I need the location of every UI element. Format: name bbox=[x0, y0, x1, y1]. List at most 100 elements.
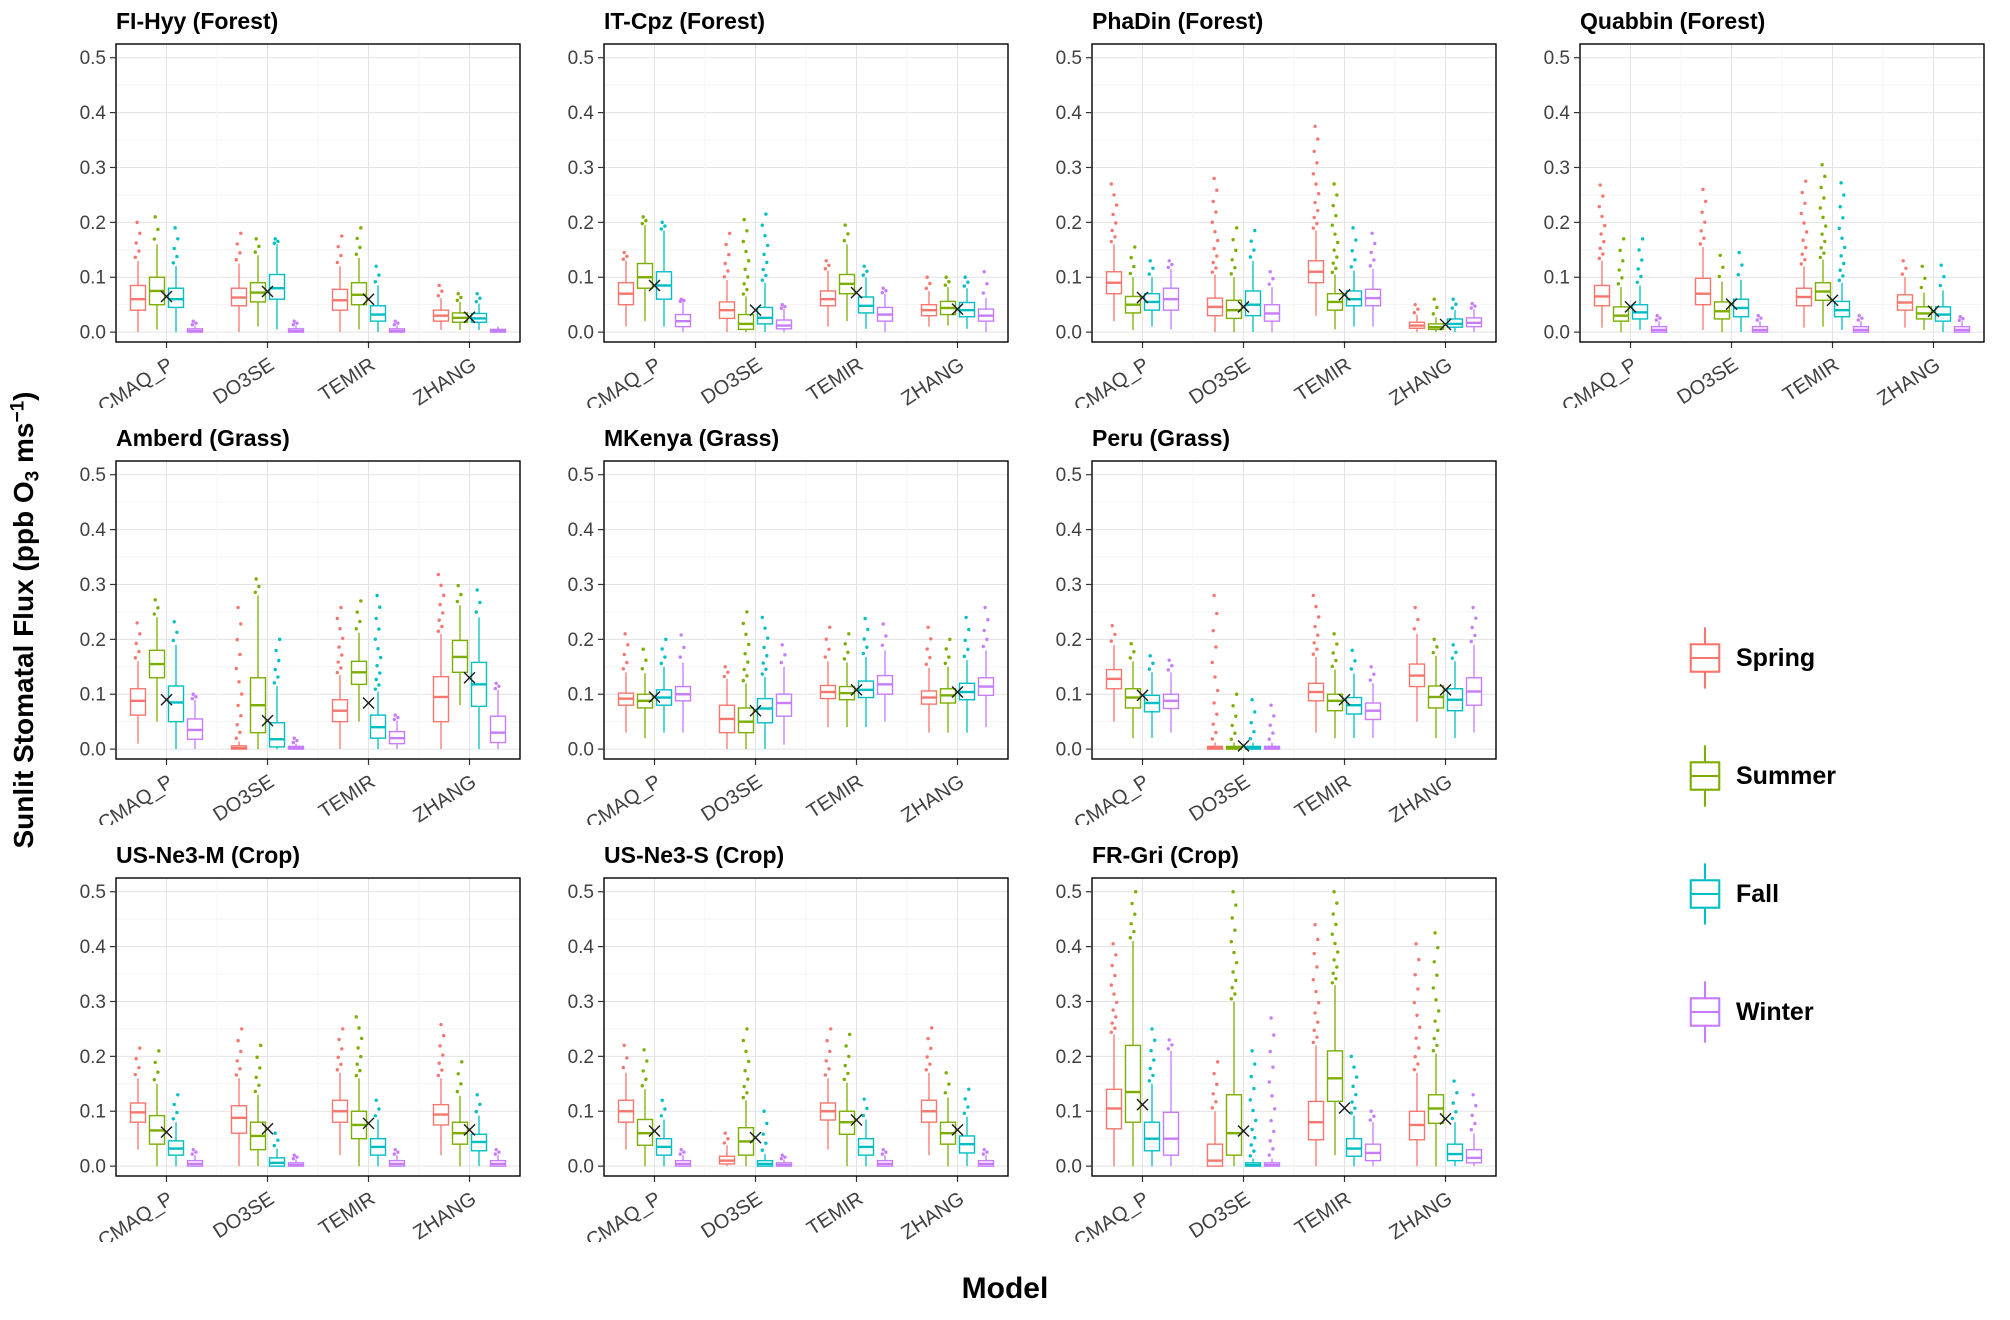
outlier-dot bbox=[1332, 248, 1336, 252]
outlier-dot bbox=[1211, 1092, 1215, 1096]
outlier-dot bbox=[1229, 737, 1233, 741]
outlier-dot bbox=[1431, 1049, 1435, 1053]
outlier-dot bbox=[441, 1053, 445, 1057]
outlier-dot bbox=[240, 1027, 244, 1031]
outlier-dot bbox=[1418, 1025, 1422, 1029]
outlier-dot bbox=[1271, 731, 1275, 735]
outlier-dot bbox=[1473, 633, 1477, 638]
outlier-dot bbox=[1819, 185, 1823, 190]
outlier-dot bbox=[1703, 220, 1707, 224]
outlier-dot bbox=[1235, 692, 1239, 696]
outlier-dot bbox=[138, 1046, 142, 1050]
mean-cross-marker bbox=[1136, 689, 1149, 702]
outlier-dot bbox=[1414, 1036, 1418, 1040]
outlier-dot bbox=[1372, 258, 1376, 262]
x-tick-label: ZHANG bbox=[898, 1188, 969, 1242]
outlier-dot bbox=[622, 1043, 626, 1048]
y-tick-label: 0.2 bbox=[1056, 1047, 1082, 1068]
x-tick-label: CMAQ_P bbox=[582, 771, 665, 825]
outlier-dot bbox=[1800, 252, 1804, 256]
outlier-dot bbox=[1451, 297, 1455, 301]
outlier-dot bbox=[1214, 1100, 1218, 1104]
outlier-dot bbox=[944, 647, 948, 651]
y-tick-label: 0.5 bbox=[568, 882, 594, 903]
outlier-dot bbox=[1315, 221, 1319, 226]
outlier-dot bbox=[1470, 301, 1474, 306]
outlier-dot bbox=[1114, 953, 1118, 957]
outlier-dot bbox=[823, 1073, 827, 1077]
outlier-dot bbox=[1372, 672, 1376, 677]
outlier-dot bbox=[276, 675, 280, 679]
outlier-dot bbox=[1372, 1114, 1376, 1118]
boxplot-key-icon bbox=[1689, 627, 1721, 689]
y-tick-label: 0.1 bbox=[80, 268, 106, 289]
outlier-dot bbox=[475, 292, 479, 296]
outlier-dot bbox=[1110, 1021, 1114, 1025]
outlier-dot bbox=[1110, 228, 1114, 233]
outlier-dot bbox=[783, 304, 787, 309]
mean-cross-marker bbox=[648, 279, 661, 292]
outlier-dot bbox=[1824, 224, 1828, 228]
outlier-dot bbox=[1230, 916, 1234, 920]
mean-cross-marker bbox=[463, 671, 476, 684]
panel-title: Amberd (Grass) bbox=[116, 425, 290, 451]
outlier-dot bbox=[963, 1097, 967, 1101]
outlier-dot bbox=[1317, 192, 1321, 196]
legend-item-winter: Winter bbox=[1686, 977, 2004, 1047]
outlier-dot bbox=[747, 259, 751, 263]
outlier-dot bbox=[827, 1067, 831, 1071]
outlier-dot bbox=[861, 1113, 865, 1118]
outlier-dot bbox=[948, 637, 952, 642]
x-tick-label: DO3SE bbox=[697, 1188, 766, 1242]
outlier-dot bbox=[1151, 266, 1155, 270]
outlier-dot bbox=[1213, 230, 1217, 234]
panel-amberd-grass: Amberd (Grass) CMAQ_P DO3SE TEMIR ZHANG 0.0 0.… bbox=[52, 423, 540, 835]
mean-cross-marker bbox=[1338, 1101, 1351, 1114]
outlier-dot bbox=[339, 1062, 343, 1067]
outlier-dot bbox=[1473, 304, 1477, 308]
outlier-dot bbox=[1233, 992, 1237, 996]
outlier-dot bbox=[1452, 1079, 1456, 1083]
outlier-dot bbox=[963, 275, 967, 279]
outlier-dot bbox=[1618, 248, 1622, 253]
outlier-dot bbox=[175, 254, 179, 259]
outlier-dot bbox=[235, 242, 239, 246]
outlier-dot bbox=[1332, 182, 1336, 186]
outlier-dot bbox=[947, 280, 951, 284]
outlier-dot bbox=[985, 282, 989, 286]
outlier-dot bbox=[747, 642, 751, 647]
outlier-dot bbox=[1437, 1009, 1441, 1013]
outlier-dot bbox=[641, 215, 645, 219]
outlier-dot bbox=[1330, 223, 1334, 227]
outlier-dot bbox=[760, 278, 764, 282]
outlier-dot bbox=[944, 275, 948, 279]
outlier-dot bbox=[1412, 627, 1416, 631]
outlier-dot bbox=[1267, 282, 1271, 286]
outlier-dot bbox=[967, 627, 971, 632]
outlier-dot bbox=[1231, 890, 1235, 894]
outlier-dot bbox=[745, 287, 749, 292]
outlier-dot bbox=[1210, 270, 1214, 274]
mean-cross-marker bbox=[648, 690, 661, 703]
outlier-dot bbox=[623, 632, 627, 636]
outlier-dot bbox=[621, 1065, 625, 1070]
outlier-dot bbox=[1469, 1128, 1473, 1132]
mean-cross-marker bbox=[362, 1117, 375, 1130]
outlier-dot bbox=[1601, 252, 1605, 256]
outlier-dot bbox=[336, 1055, 340, 1060]
outlier-dot bbox=[1699, 229, 1703, 233]
x-tick-label: CMAQ_P bbox=[94, 1188, 177, 1242]
mean-cross-marker bbox=[160, 290, 173, 303]
outlier-dot bbox=[240, 692, 244, 696]
outlier-dot bbox=[377, 273, 381, 277]
outlier-dot bbox=[255, 1055, 259, 1059]
outlier-dot bbox=[926, 1036, 930, 1041]
y-tick-label: 0.5 bbox=[1544, 48, 1570, 69]
outlier-dot bbox=[1842, 193, 1846, 197]
outlier-dot bbox=[1248, 1098, 1252, 1102]
outlier-dot bbox=[1133, 245, 1137, 249]
outlier-dot bbox=[1115, 203, 1119, 207]
outlier-dot bbox=[1249, 239, 1253, 243]
y-tick-label: 0.1 bbox=[1056, 685, 1082, 706]
outlier-dot bbox=[1737, 250, 1741, 255]
